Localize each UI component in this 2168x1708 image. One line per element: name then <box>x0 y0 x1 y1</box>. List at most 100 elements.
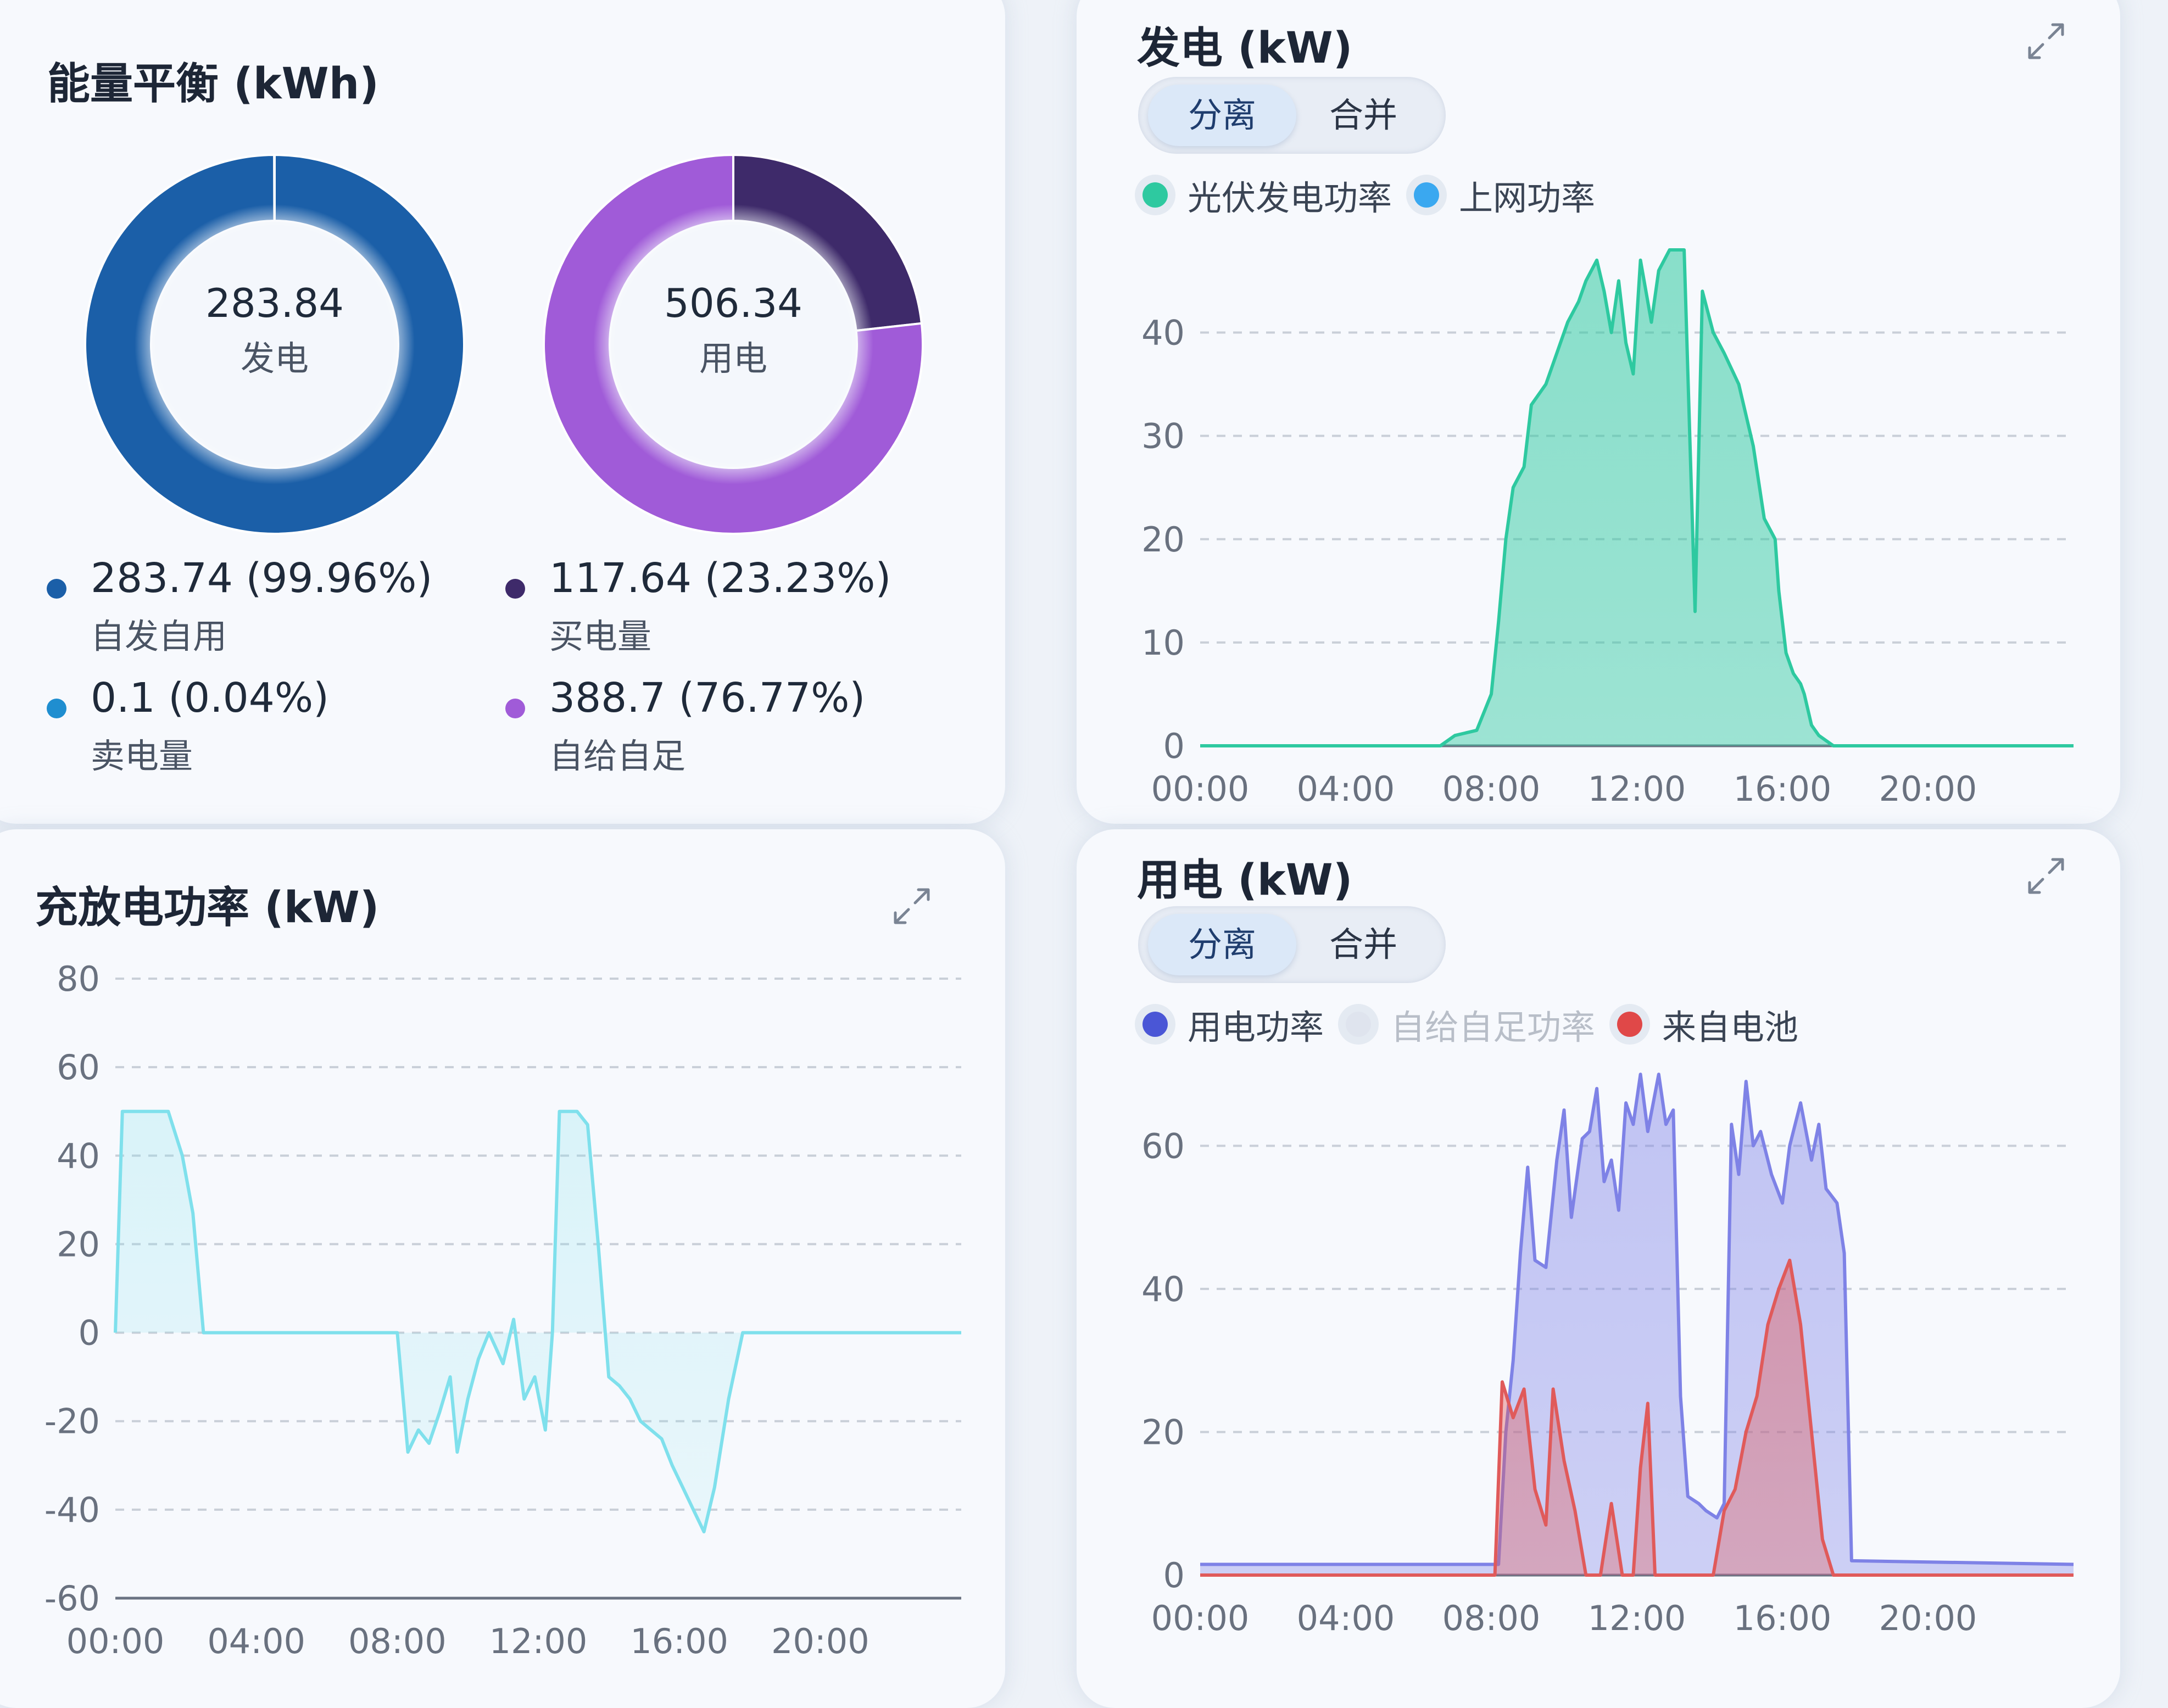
stat-self-sufficient-value: 388.7 (76.77%) <box>549 674 866 722</box>
x-tick-label: 12:00 <box>489 1621 588 1661</box>
consumption-chart: 0 20 40 60 00:00 04:00 08:00 12:00 16:00 20:00 <box>1141 1073 2074 1638</box>
legend-self-sufficient-label: 自给自足功率 <box>1391 1007 1596 1047</box>
y-tick-label: 60 <box>57 1047 100 1087</box>
stat-purchased-dot <box>505 579 525 599</box>
donut-generation-inner <box>155 225 394 464</box>
legend-grid-label: 上网功率 <box>1459 178 1596 218</box>
energy-balance-title: 能量平衡 (kWh) <box>47 59 379 109</box>
legend-load-label: 用电功率 <box>1188 1007 1324 1047</box>
donut-consumption-center: 506.34 用电 <box>623 280 843 380</box>
x-tick-label: 04:00 <box>1297 769 1395 809</box>
generation-view-toggle: 分离 合并 <box>1138 77 1446 154</box>
y-tick-label: 0 <box>79 1313 100 1353</box>
y-tick-label: 10 <box>1141 623 1185 663</box>
generation-label: 发电 <box>240 338 309 378</box>
stat-purchased-label: 买电量 <box>549 616 652 656</box>
series-line-1 <box>1200 1258 2074 1577</box>
y-tick-label: 80 <box>57 959 100 999</box>
x-tick-label: 12:00 <box>1588 769 1686 809</box>
generation-separate-button[interactable]: 分离 <box>1148 85 1296 146</box>
generation-chart-title: 发电 (kW) <box>1137 24 1353 73</box>
stat-self-sufficient-dot <box>505 699 525 718</box>
y-tick-label: 20 <box>1141 520 1185 560</box>
expand-icon[interactable] <box>890 884 934 928</box>
consumption-label: 用电 <box>699 338 767 378</box>
y-tick-label: 40 <box>1141 1269 1185 1309</box>
y-tick-label: 60 <box>1141 1126 1185 1166</box>
x-tick-label: 00:00 <box>1151 769 1250 809</box>
consumption-total: 506.34 <box>664 280 802 326</box>
legend-battery-dot <box>1617 1012 1643 1037</box>
legend-battery-label: 来自电池 <box>1662 1007 1799 1047</box>
legend-load-dot <box>1142 1012 1168 1037</box>
series-line-0 <box>114 1109 961 1534</box>
consumption-separate-button[interactable]: 分离 <box>1148 914 1296 975</box>
legend-load-power[interactable]: 用电功率 <box>1142 1000 1324 1049</box>
series-line-0 <box>1200 248 2074 747</box>
series-area-0 <box>1200 250 2074 746</box>
legend-self-sufficient-dot <box>1346 1012 1372 1037</box>
legend-pv-power[interactable]: 光伏发电功率 <box>1142 170 1392 220</box>
stat-self-use-dot <box>47 579 66 599</box>
x-tick-label: 16:00 <box>630 1621 728 1661</box>
y-tick-label: -40 <box>44 1490 100 1530</box>
legend-pv-label: 光伏发电功率 <box>1188 178 1392 218</box>
generation-legend: 光伏发电功率 上网功率 <box>1142 170 1617 220</box>
legend-grid-dot <box>1414 182 1440 208</box>
expand-icon[interactable] <box>2024 19 2068 63</box>
stat-sold-label: 卖电量 <box>91 736 193 776</box>
x-tick-label: 00:00 <box>1151 1598 1250 1638</box>
donut-generation-center: 283.84 发电 <box>165 280 384 380</box>
x-tick-label: 20:00 <box>1879 769 1977 809</box>
x-tick-label: 04:00 <box>207 1621 305 1661</box>
x-tick-label: 00:00 <box>66 1621 165 1661</box>
x-tick-label: 16:00 <box>1734 769 1832 809</box>
consumption-merge-button[interactable]: 合并 <box>1329 924 1397 964</box>
y-tick-label: 20 <box>57 1224 100 1264</box>
y-tick-label: 30 <box>1141 416 1185 456</box>
y-tick-label: 0 <box>1163 726 1185 766</box>
generation-merge-button[interactable]: 合并 <box>1329 95 1397 135</box>
stat-purchased-value: 117.64 (23.23%) <box>549 555 891 602</box>
energy-balance-card: 能量平衡 (kWh) 283.84 发电 506.34 用电 283.74 (9… <box>0 0 1005 824</box>
donut-consumption <box>543 153 924 535</box>
consumption-chart-title: 用电 (kW) <box>1137 856 1353 905</box>
y-tick-label: -60 <box>44 1578 100 1618</box>
stat-self-use-value: 283.74 (99.96%) <box>91 555 433 602</box>
series-line-0 <box>1200 1073 2074 1566</box>
stat-self-use-label: 自发自用 <box>91 616 227 656</box>
donut-generation <box>84 153 466 535</box>
consumption-card: 用电 (kW) 分离 合并 用电功率 自给自足功率 来自电池 0 20 40 60 00… <box>1077 829 2120 1708</box>
expand-icon[interactable] <box>2024 854 2068 898</box>
x-tick-label: 12:00 <box>1588 1598 1686 1638</box>
series-area-0 <box>1200 1074 2074 1575</box>
x-tick-label: 08:00 <box>1442 1598 1541 1638</box>
x-tick-label: 08:00 <box>1442 769 1541 809</box>
legend-from-battery[interactable]: 来自电池 <box>1617 1000 1798 1049</box>
y-tick-label: 20 <box>1141 1412 1185 1452</box>
legend-self-sufficient-power[interactable]: 自给自足功率 <box>1346 1000 1595 1049</box>
y-tick-label: -20 <box>44 1402 100 1442</box>
stat-self-sufficient-label: 自给自足 <box>549 736 686 776</box>
battery-power-card: 充放电功率 (kW) 80 60 40 20 0 -20 -40 -60 00:00 04:00 0… <box>0 829 1005 1708</box>
stat-sold-value: 0.1 (0.04%) <box>91 674 330 722</box>
battery-chart-title: 充放电功率 (kW) <box>35 883 380 933</box>
legend-grid-export[interactable]: 上网功率 <box>1414 170 1595 220</box>
generation-card: 发电 (kW) 分离 合并 光伏发电功率 上网功率 0 10 20 30 40 00:00… <box>1077 0 2120 824</box>
y-tick-label: 40 <box>1141 313 1185 353</box>
stat-sold-dot <box>47 699 66 718</box>
x-tick-label: 20:00 <box>771 1621 870 1661</box>
legend-pv-dot <box>1142 182 1168 208</box>
consumption-view-toggle: 分离 合并 <box>1138 906 1446 983</box>
x-tick-label: 16:00 <box>1734 1598 1832 1638</box>
x-tick-label: 08:00 <box>348 1621 447 1661</box>
x-tick-label: 04:00 <box>1297 1598 1395 1638</box>
x-tick-label: 20:00 <box>1879 1598 1977 1638</box>
y-tick-label: 0 <box>1163 1555 1185 1595</box>
generation-total: 283.84 <box>205 280 344 326</box>
generation-chart: 0 10 20 30 40 00:00 04:00 08:00 12:00 16:00 20:00 <box>1141 248 2074 809</box>
series-area-0 <box>115 1111 961 1532</box>
donut-consumption-inner <box>614 225 852 464</box>
consumption-legend: 用电功率 自给自足功率 来自电池 <box>1142 1000 1820 1049</box>
